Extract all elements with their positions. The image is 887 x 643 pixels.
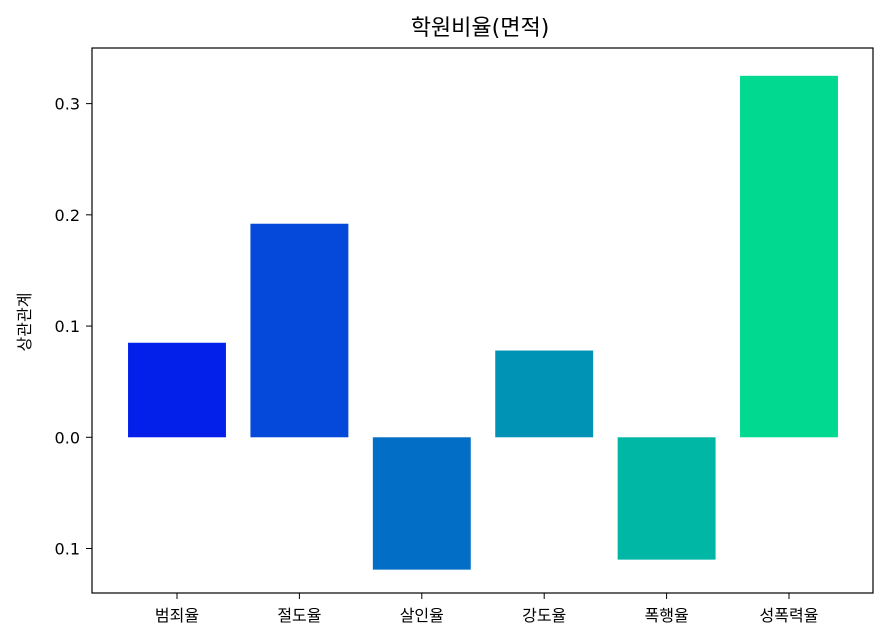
x-tick-label: 폭행율 [645,606,689,625]
x-tick-label: 살인율 [400,606,444,625]
bars-group [128,75,838,570]
bar-2 [372,437,471,570]
y-tick-label: 0.0 [55,428,80,447]
y-tick-label: 0.1 [55,540,80,559]
y-tick-label: 0.3 [55,95,80,114]
x-tick-label: 범죄율 [155,606,199,625]
y-ticks-group: 0.1 0.0 0.1 0.2 0.3 [55,95,92,559]
bar-4 [617,437,716,560]
x-tick-label: 절도율 [277,606,321,625]
x-tick-label: 성폭력율 [760,606,819,625]
chart-title: 학원비율(면적) [411,16,550,41]
y-tick-label: 0.2 [55,206,80,225]
y-axis-label: 상관관계 [15,293,34,352]
bar-1 [250,223,349,438]
y-tick-label: 0.1 [55,317,80,336]
x-ticks-group: 범죄율 절도율 살인율 강도율 폭행율 성폭력율 [155,593,819,625]
plot-frame [91,47,874,594]
bar-0 [128,342,226,438]
x-tick-label: 강도율 [522,606,566,625]
bar-3 [495,350,594,438]
bar-5 [740,75,838,438]
